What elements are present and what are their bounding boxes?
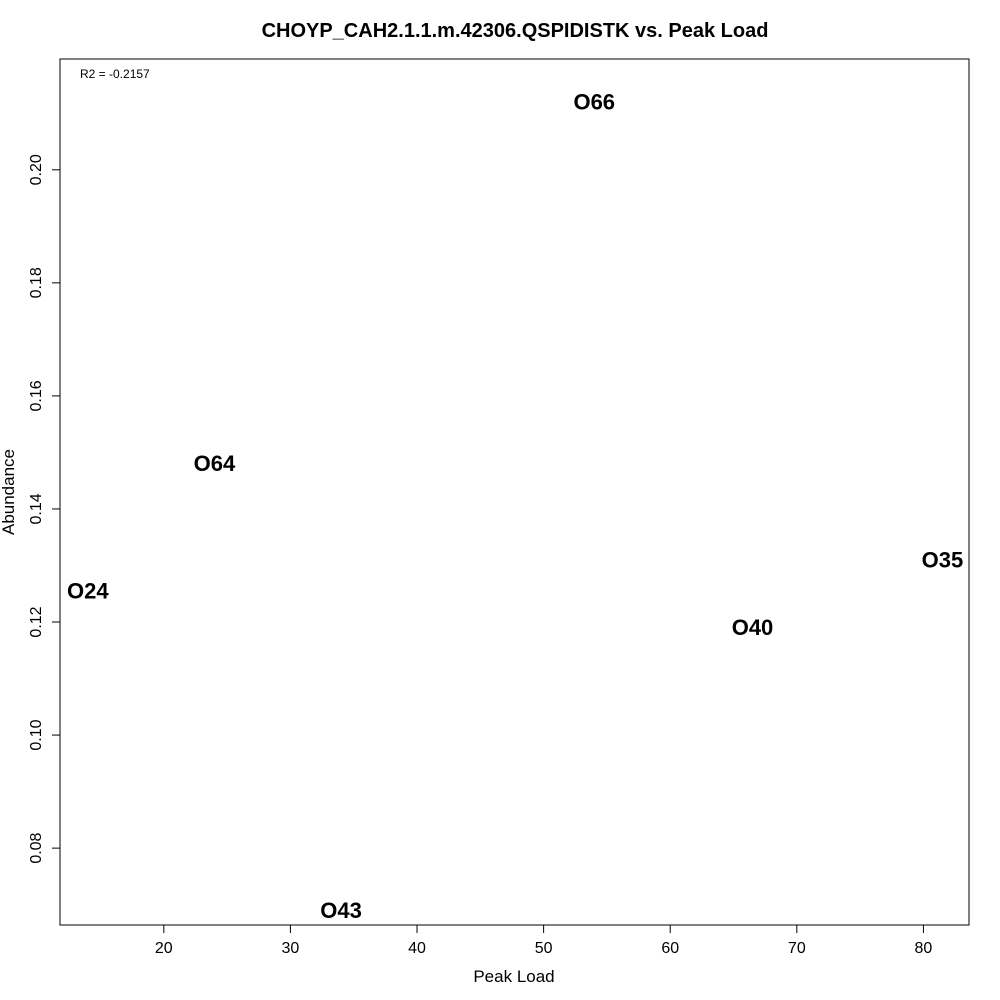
point-label: O43 xyxy=(320,898,362,923)
x-tick-label: 50 xyxy=(535,940,553,957)
x-axis-label: Peak Load xyxy=(473,967,554,986)
point-label: O24 xyxy=(67,578,109,603)
x-tick-label: 80 xyxy=(915,940,933,957)
y-axis: 0.08 0.10 0.12 0.14 0.16 0.18 0.20 xyxy=(28,154,61,864)
y-tick-label: 0.08 xyxy=(28,832,45,863)
x-tick-label: 40 xyxy=(408,940,426,957)
x-tick-label: 30 xyxy=(282,940,300,957)
y-axis-label: Abundance xyxy=(0,449,18,535)
point-label: O66 xyxy=(573,89,615,114)
chart-title: CHOYP_CAH2.1.1.m.42306.QSPIDISTK vs. Pea… xyxy=(262,20,769,42)
y-tick-label: 0.16 xyxy=(28,380,45,411)
point-label: O35 xyxy=(922,547,964,572)
y-tick-label: 0.12 xyxy=(28,606,45,637)
point-labels: O66 O64 O24 O35 O40 O43 xyxy=(67,89,963,922)
point-label: O40 xyxy=(732,615,774,640)
x-tick-label: 60 xyxy=(661,940,679,957)
x-axis: 20 30 40 50 60 70 80 xyxy=(155,924,933,957)
point-label: O64 xyxy=(194,451,236,476)
r2-annotation: R2 = -0.2157 xyxy=(80,67,150,81)
plot-frame xyxy=(59,58,970,926)
y-tick-label: 0.14 xyxy=(28,493,45,524)
y-tick-label: 0.18 xyxy=(28,267,45,298)
y-tick-label: 0.20 xyxy=(28,154,45,185)
y-tick-label: 0.10 xyxy=(28,719,45,750)
x-tick-label: 20 xyxy=(155,940,173,957)
x-tick-label: 70 xyxy=(788,940,806,957)
